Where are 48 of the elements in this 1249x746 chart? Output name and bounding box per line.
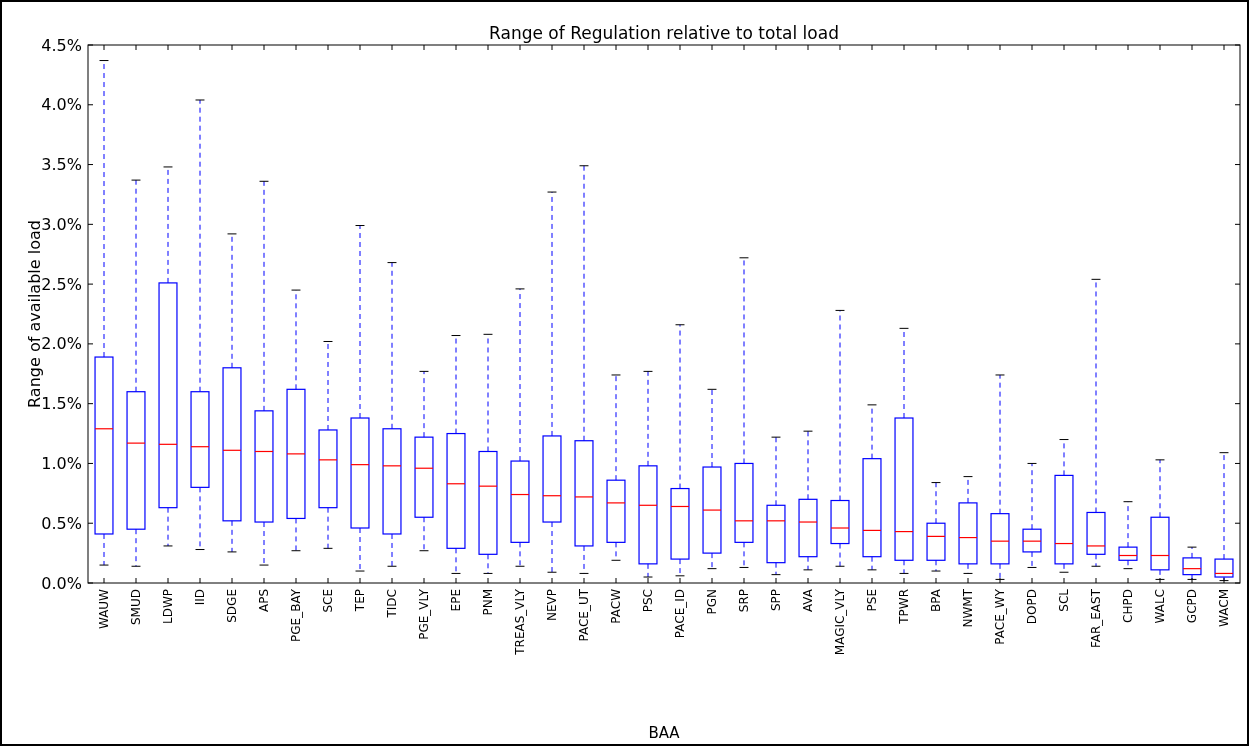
- x-tick-label: LDWP: [161, 589, 176, 625]
- y-tick-label: 1.5%: [41, 394, 82, 414]
- x-tick-label: PSE: [865, 589, 880, 612]
- x-tick-label: BPA: [929, 588, 944, 612]
- x-tick-label: SDGE: [225, 589, 240, 623]
- x-tick-label: EPE: [449, 589, 464, 612]
- y-tick-label: 0.5%: [41, 513, 82, 533]
- x-tick-label: NWMT: [961, 588, 976, 628]
- x-tick-label: SCL: [1057, 588, 1072, 612]
- x-tick-label: PACE_ID: [673, 589, 688, 639]
- x-tick-label: WALC: [1153, 589, 1168, 624]
- x-tick-label: PACW: [609, 588, 624, 624]
- x-tick-label: AVA: [801, 588, 816, 613]
- x-tick-label: PSC: [641, 589, 656, 613]
- x-tick-label: PNM: [481, 589, 496, 616]
- y-tick-label: 3.0%: [41, 214, 82, 234]
- x-tick-label: NEVP: [545, 589, 560, 622]
- x-tick-label: FAR_EAST: [1089, 588, 1104, 649]
- y-tick-label: 4.5%: [41, 35, 82, 55]
- x-tick-label: TPWR: [897, 589, 912, 625]
- x-tick-label: SMUD: [129, 589, 144, 625]
- x-tick-label: SRP: [737, 589, 752, 613]
- x-tick-label: TIDC: [385, 589, 400, 619]
- x-tick-label: WAUW: [97, 588, 112, 630]
- y-tick-label: 4.0%: [41, 95, 82, 115]
- x-tick-label: PACE_UT: [577, 588, 592, 642]
- x-tick-label: TREAS_VLY: [513, 588, 528, 656]
- x-axis-title: BAA: [648, 724, 681, 742]
- x-tick-label: DOPD: [1025, 589, 1040, 625]
- x-tick-label: CHPD: [1121, 589, 1136, 623]
- y-tick-label: 2.5%: [41, 274, 82, 294]
- y-tick-label: 1.0%: [41, 454, 82, 474]
- x-tick-label: TEP: [353, 589, 368, 613]
- x-tick-label: SCE: [321, 589, 336, 613]
- x-tick-label: MAGIC_VLY: [833, 588, 848, 656]
- x-tick-label: PACE_WY: [993, 588, 1008, 645]
- x-tick-label: APS: [257, 589, 272, 613]
- x-tick-label: PGE_VLY: [417, 588, 432, 640]
- x-tick-label: PGE_BAY: [289, 588, 304, 642]
- y-tick-label: 3.5%: [41, 155, 82, 175]
- x-tick-label: GCPD: [1185, 589, 1200, 624]
- x-tick-label: PGN: [705, 589, 720, 615]
- y-tick-label: 0.0%: [41, 573, 82, 593]
- y-tick-label: 2.0%: [41, 334, 82, 354]
- x-tick-label: IID: [193, 589, 208, 606]
- chart-title: Range of Regulation relative to total load: [489, 23, 839, 43]
- x-tick-label: SPP: [769, 589, 784, 612]
- x-tick-label: WACM: [1217, 589, 1232, 627]
